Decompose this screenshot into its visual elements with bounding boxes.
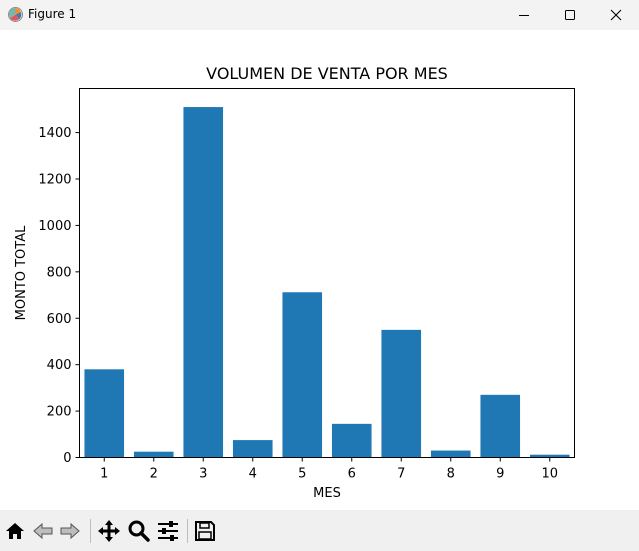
x-tick-label: 2 <box>150 467 158 482</box>
y-tick-label: 600 <box>47 312 72 327</box>
x-tick-label: 4 <box>249 467 257 482</box>
back-button[interactable] <box>30 518 56 544</box>
y-tick-label: 0 <box>63 451 71 466</box>
window-title: Figure 1 <box>28 7 77 21</box>
x-tick-label: 9 <box>496 467 504 482</box>
configure-subplots-icon <box>158 521 178 541</box>
bar-group <box>84 107 570 458</box>
figure-canvas[interactable]: VOLUMEN DE VENTA POR MES 0 200 400 600 800 10… <box>0 30 639 510</box>
close-button[interactable] <box>593 0 639 30</box>
y-tick-label: 200 <box>47 405 72 420</box>
bar-4 <box>232 440 273 458</box>
x-tick-label: 10 <box>541 467 558 482</box>
x-tick-label: 3 <box>199 467 207 482</box>
bar-1 <box>84 369 125 458</box>
plot-area-frame <box>79 88 575 458</box>
y-axis-label: MONTO TOTAL <box>14 225 29 320</box>
x-tick-label: 5 <box>298 467 306 482</box>
bar-6 <box>331 423 372 458</box>
maximize-button[interactable] <box>547 0 593 30</box>
y-axis: 0 200 400 600 800 1000 1200 1400 <box>38 126 80 466</box>
y-tick-label: 1000 <box>38 219 71 234</box>
bar-9 <box>480 394 521 458</box>
configure-subplots-button[interactable] <box>155 518 181 544</box>
minimize-button[interactable] <box>501 0 547 30</box>
pan-button[interactable] <box>96 518 122 544</box>
save-floppy-icon <box>195 521 215 541</box>
forward-button[interactable] <box>57 518 83 544</box>
y-tick-label: 400 <box>47 358 72 373</box>
bar-3 <box>183 107 224 458</box>
forward-arrow-icon <box>60 522 80 540</box>
close-icon <box>610 9 622 21</box>
y-tick-label: 1200 <box>38 173 71 188</box>
x-tick-label: 6 <box>348 467 356 482</box>
x-tick-label: 7 <box>397 467 405 482</box>
y-tick-label: 1400 <box>38 126 71 141</box>
bar-chart: VOLUMEN DE VENTA POR MES 020040060080010… <box>14 64 575 501</box>
back-arrow-icon <box>33 522 53 540</box>
maximize-icon <box>565 10 575 20</box>
navigation-toolbar <box>0 510 639 551</box>
bar-7 <box>381 329 422 458</box>
x-axis-label: MES <box>313 486 341 501</box>
chart-title: VOLUMEN DE VENTA POR MES <box>206 64 448 83</box>
bar-2 <box>133 451 174 458</box>
x-tick-label: 8 <box>447 467 455 482</box>
toolbar-separator <box>90 519 91 543</box>
minimize-icon <box>519 15 529 16</box>
bar-10 <box>529 454 570 458</box>
matplotlib-figure-icon <box>8 7 23 22</box>
zoom-button[interactable] <box>126 518 152 544</box>
home-icon <box>6 523 24 539</box>
x-tick-label: 1 <box>100 467 108 482</box>
save-button[interactable] <box>192 518 218 544</box>
x-axis: 1 2 3 4 5 6 7 8 9 10 <box>100 457 558 482</box>
toolbar-separator <box>187 519 188 543</box>
y-tick-label: 800 <box>47 265 72 280</box>
pan-move-icon <box>98 520 120 542</box>
home-button[interactable] <box>2 518 28 544</box>
bar-8 <box>430 450 471 458</box>
zoom-magnifier-icon <box>128 520 150 542</box>
title-bar[interactable]: Figure 1 <box>0 0 639 30</box>
bar-5 <box>282 292 323 458</box>
